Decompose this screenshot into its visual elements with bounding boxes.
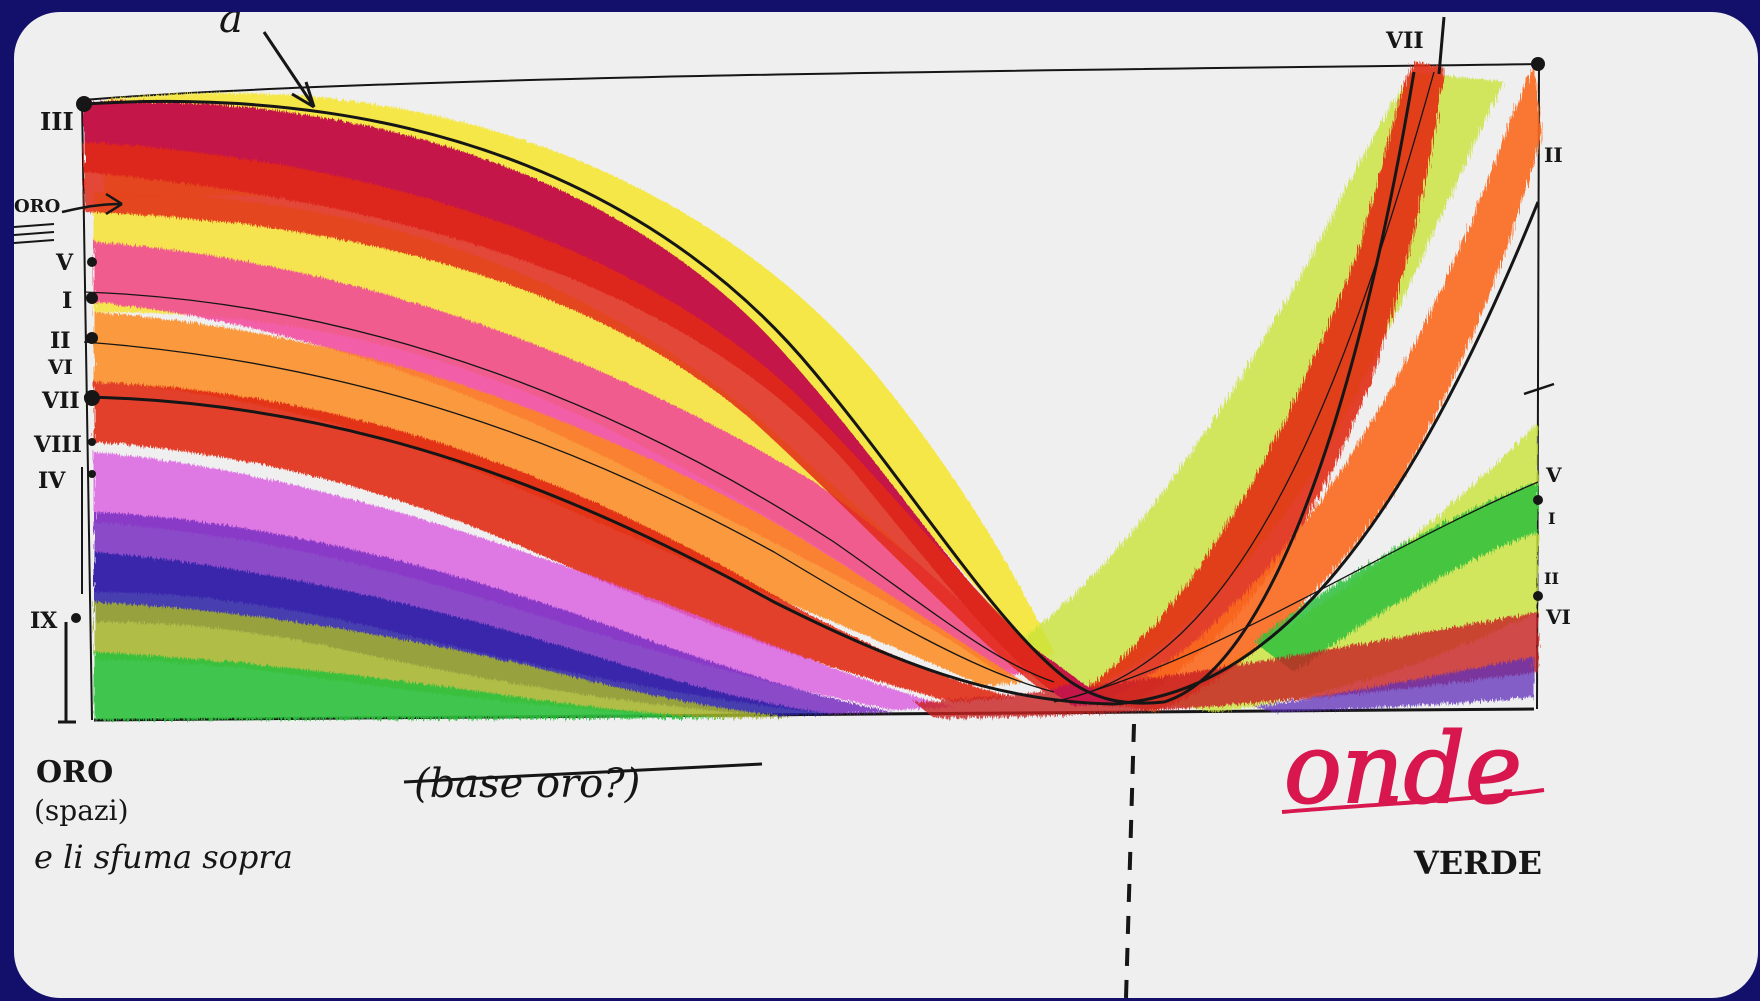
band-green-right [1254, 482, 1538, 672]
band-olive [94, 602, 794, 718]
label-i: I [62, 288, 72, 314]
contour-thin-3 [1053, 481, 1539, 703]
left-numeral-labels: III ORO V I II VI VII VIII IV IX [14, 107, 82, 634]
arrow-a [262, 31, 316, 109]
dot-vii [84, 390, 100, 406]
contour-mid [83, 201, 1540, 706]
label-right-vi: VI [1545, 605, 1571, 629]
arrow-right [1523, 382, 1555, 396]
label-right-ii-low: II [1544, 569, 1559, 588]
contour-top [83, 71, 1416, 705]
contour-thin-1 [83, 291, 1055, 683]
label-ii: II [50, 328, 71, 354]
dot-iii [76, 96, 92, 112]
dot-right-top [1531, 57, 1545, 71]
label-v: V [55, 250, 74, 276]
dot-v [87, 257, 97, 267]
band-violet [94, 512, 894, 714]
label-oro: ORO [14, 196, 60, 217]
band-violet-floor [1254, 657, 1534, 712]
oro-underline [14, 223, 55, 244]
dot-iv [88, 470, 96, 478]
dashed-divider [1124, 723, 1136, 998]
ink-contours [83, 71, 1540, 706]
band-magenta [94, 452, 954, 710]
label-viii: VIII [33, 432, 82, 458]
label-vi: VI [47, 355, 73, 379]
label-vii: VII [41, 388, 80, 414]
dot-right-mid [1533, 495, 1543, 505]
label-right-ii: II [1544, 143, 1563, 167]
label-iv: IV [38, 468, 66, 494]
oro-label: ORO [36, 755, 113, 790]
dot-right-low [1533, 591, 1543, 601]
sketch-paper: a III ORO V I II VI VII VIII IV IX VII I… [14, 12, 1758, 998]
band-blue [94, 552, 834, 716]
onde-title: onde [1284, 713, 1522, 825]
left-bracket-lower [58, 622, 76, 724]
dot-i [86, 292, 98, 304]
band-green [94, 652, 734, 720]
wave-color-sketch: a III ORO V I II VI VII VIII IV IX VII I… [14, 12, 1571, 998]
label-right-vii: VII [1385, 28, 1424, 54]
dot-viii [88, 438, 96, 446]
oro-paren: (spazi) [34, 794, 129, 827]
label-ix: IX [30, 608, 58, 634]
band-red-lower [94, 382, 1014, 702]
main-crimson-wave [84, 101, 1114, 706]
left-dots [71, 57, 1545, 623]
contour-thin-4 [1073, 71, 1435, 698]
letter-a: a [219, 12, 243, 42]
band-red-main [84, 142, 1074, 692]
struck-note: (base oro?) [414, 761, 640, 807]
label-right-i: I [1548, 509, 1555, 528]
arrow-oro [61, 192, 123, 216]
dot-ix [71, 613, 81, 623]
frame-top-line [81, 63, 1545, 101]
right-numeral-labels: VII II V I II VI [1385, 28, 1571, 629]
tick-vii-top [1437, 16, 1446, 75]
contour-thin-2 [83, 341, 1055, 693]
label-right-v: V [1545, 463, 1562, 487]
frame-left-line [81, 99, 93, 721]
onde-underline [1281, 788, 1545, 814]
verde-label: VERDE [1413, 844, 1542, 882]
oro-note: e li sfuma sopra [34, 838, 293, 876]
strike-through [403, 762, 763, 784]
label-iii: III [40, 107, 74, 136]
dot-ii [86, 332, 98, 344]
